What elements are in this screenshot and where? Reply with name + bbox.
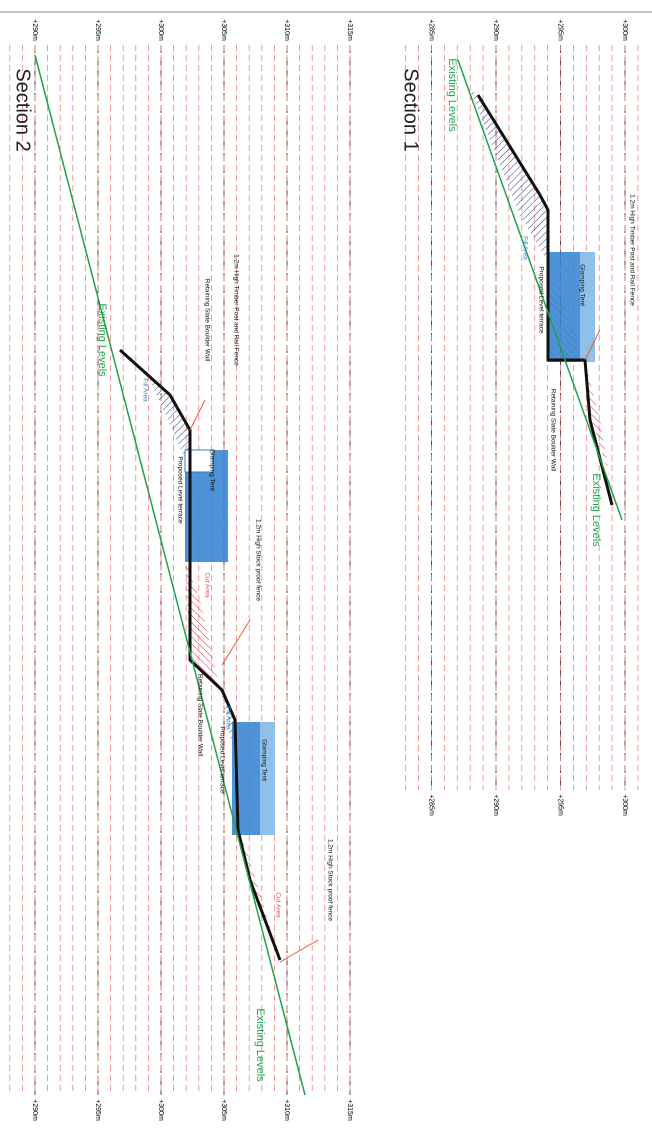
level-label: +285m [428, 794, 435, 816]
annotation: Existing Levels [590, 473, 602, 547]
annotation: Proposed Level terrace [218, 726, 225, 794]
level-label: +315m [346, 1099, 353, 1121]
existing-levels [34, 54, 306, 1096]
annotation: Proposed Level terrace [176, 456, 183, 524]
annotation: Cut Area [203, 572, 210, 598]
level-label: +285m [428, 19, 435, 41]
annotation: 1.2m High Timber Post and Rail Fence [232, 254, 239, 366]
annotation: Retaining Slate Boulder Wall [196, 674, 203, 757]
annotation: Existing Levels [446, 58, 458, 132]
annotation: Fill Area [141, 378, 148, 402]
level-label: +305m [220, 19, 227, 41]
level-label: +300m [157, 1099, 164, 1121]
annotation: 1.2m High Stock proof fence [326, 839, 333, 921]
fence [221, 619, 251, 666]
level-label: +295m [557, 19, 564, 41]
annotation: Cut Area [274, 892, 281, 918]
level-label: +310m [283, 1099, 290, 1121]
cut-area [240, 830, 280, 960]
annotation: Fill Area [224, 706, 231, 730]
level-label: +300m [157, 19, 164, 41]
level-label: +295m [94, 1099, 101, 1121]
level-label: +300m [621, 794, 628, 816]
level-label: +290m [492, 794, 499, 816]
cut-area [585, 362, 610, 480]
annotation: Retaining Slate Boulder Wall [549, 389, 556, 472]
annotation: Glamping Tent [208, 449, 215, 491]
annotation: 1.2m High Stock proof fence [254, 519, 261, 601]
annotation: Existing Levels [254, 1008, 266, 1082]
cut-area [185, 560, 220, 690]
annotation: Glamping Tent [578, 264, 585, 306]
fill-area [470, 90, 548, 262]
level-label: +290m [31, 19, 38, 41]
existing-levels [457, 59, 623, 521]
fence [279, 939, 319, 963]
fence [189, 399, 206, 431]
annotation: Existing Levels [96, 303, 108, 377]
section-title: Section 1 [400, 68, 422, 151]
section-title: Section 2 [12, 68, 34, 151]
proposed-levels [476, 94, 614, 506]
annotation: Proposed Level terrace [537, 266, 544, 334]
annotation: 1.2m High Timber Post and Rail Fence [628, 194, 635, 306]
tent-roof [260, 722, 275, 835]
tent-roof [580, 252, 595, 362]
annotation: Glamping Tent [260, 739, 267, 781]
level-label: +315m [346, 19, 353, 41]
level-label: +290m [492, 19, 499, 41]
level-label: +295m [94, 19, 101, 41]
level-label: +305m [220, 1099, 227, 1121]
level-label: +300m [621, 19, 628, 41]
level-label: +295m [557, 794, 564, 816]
annotation: Fill Area [521, 236, 528, 260]
fence [584, 329, 601, 361]
tent-front [184, 449, 214, 473]
fill-area [120, 350, 190, 470]
level-label: +310m [283, 19, 290, 41]
proposed-levels [118, 348, 282, 961]
level-label: +290m [31, 1099, 38, 1121]
annotation: Retaining Slate Boulder Wall [203, 279, 210, 362]
